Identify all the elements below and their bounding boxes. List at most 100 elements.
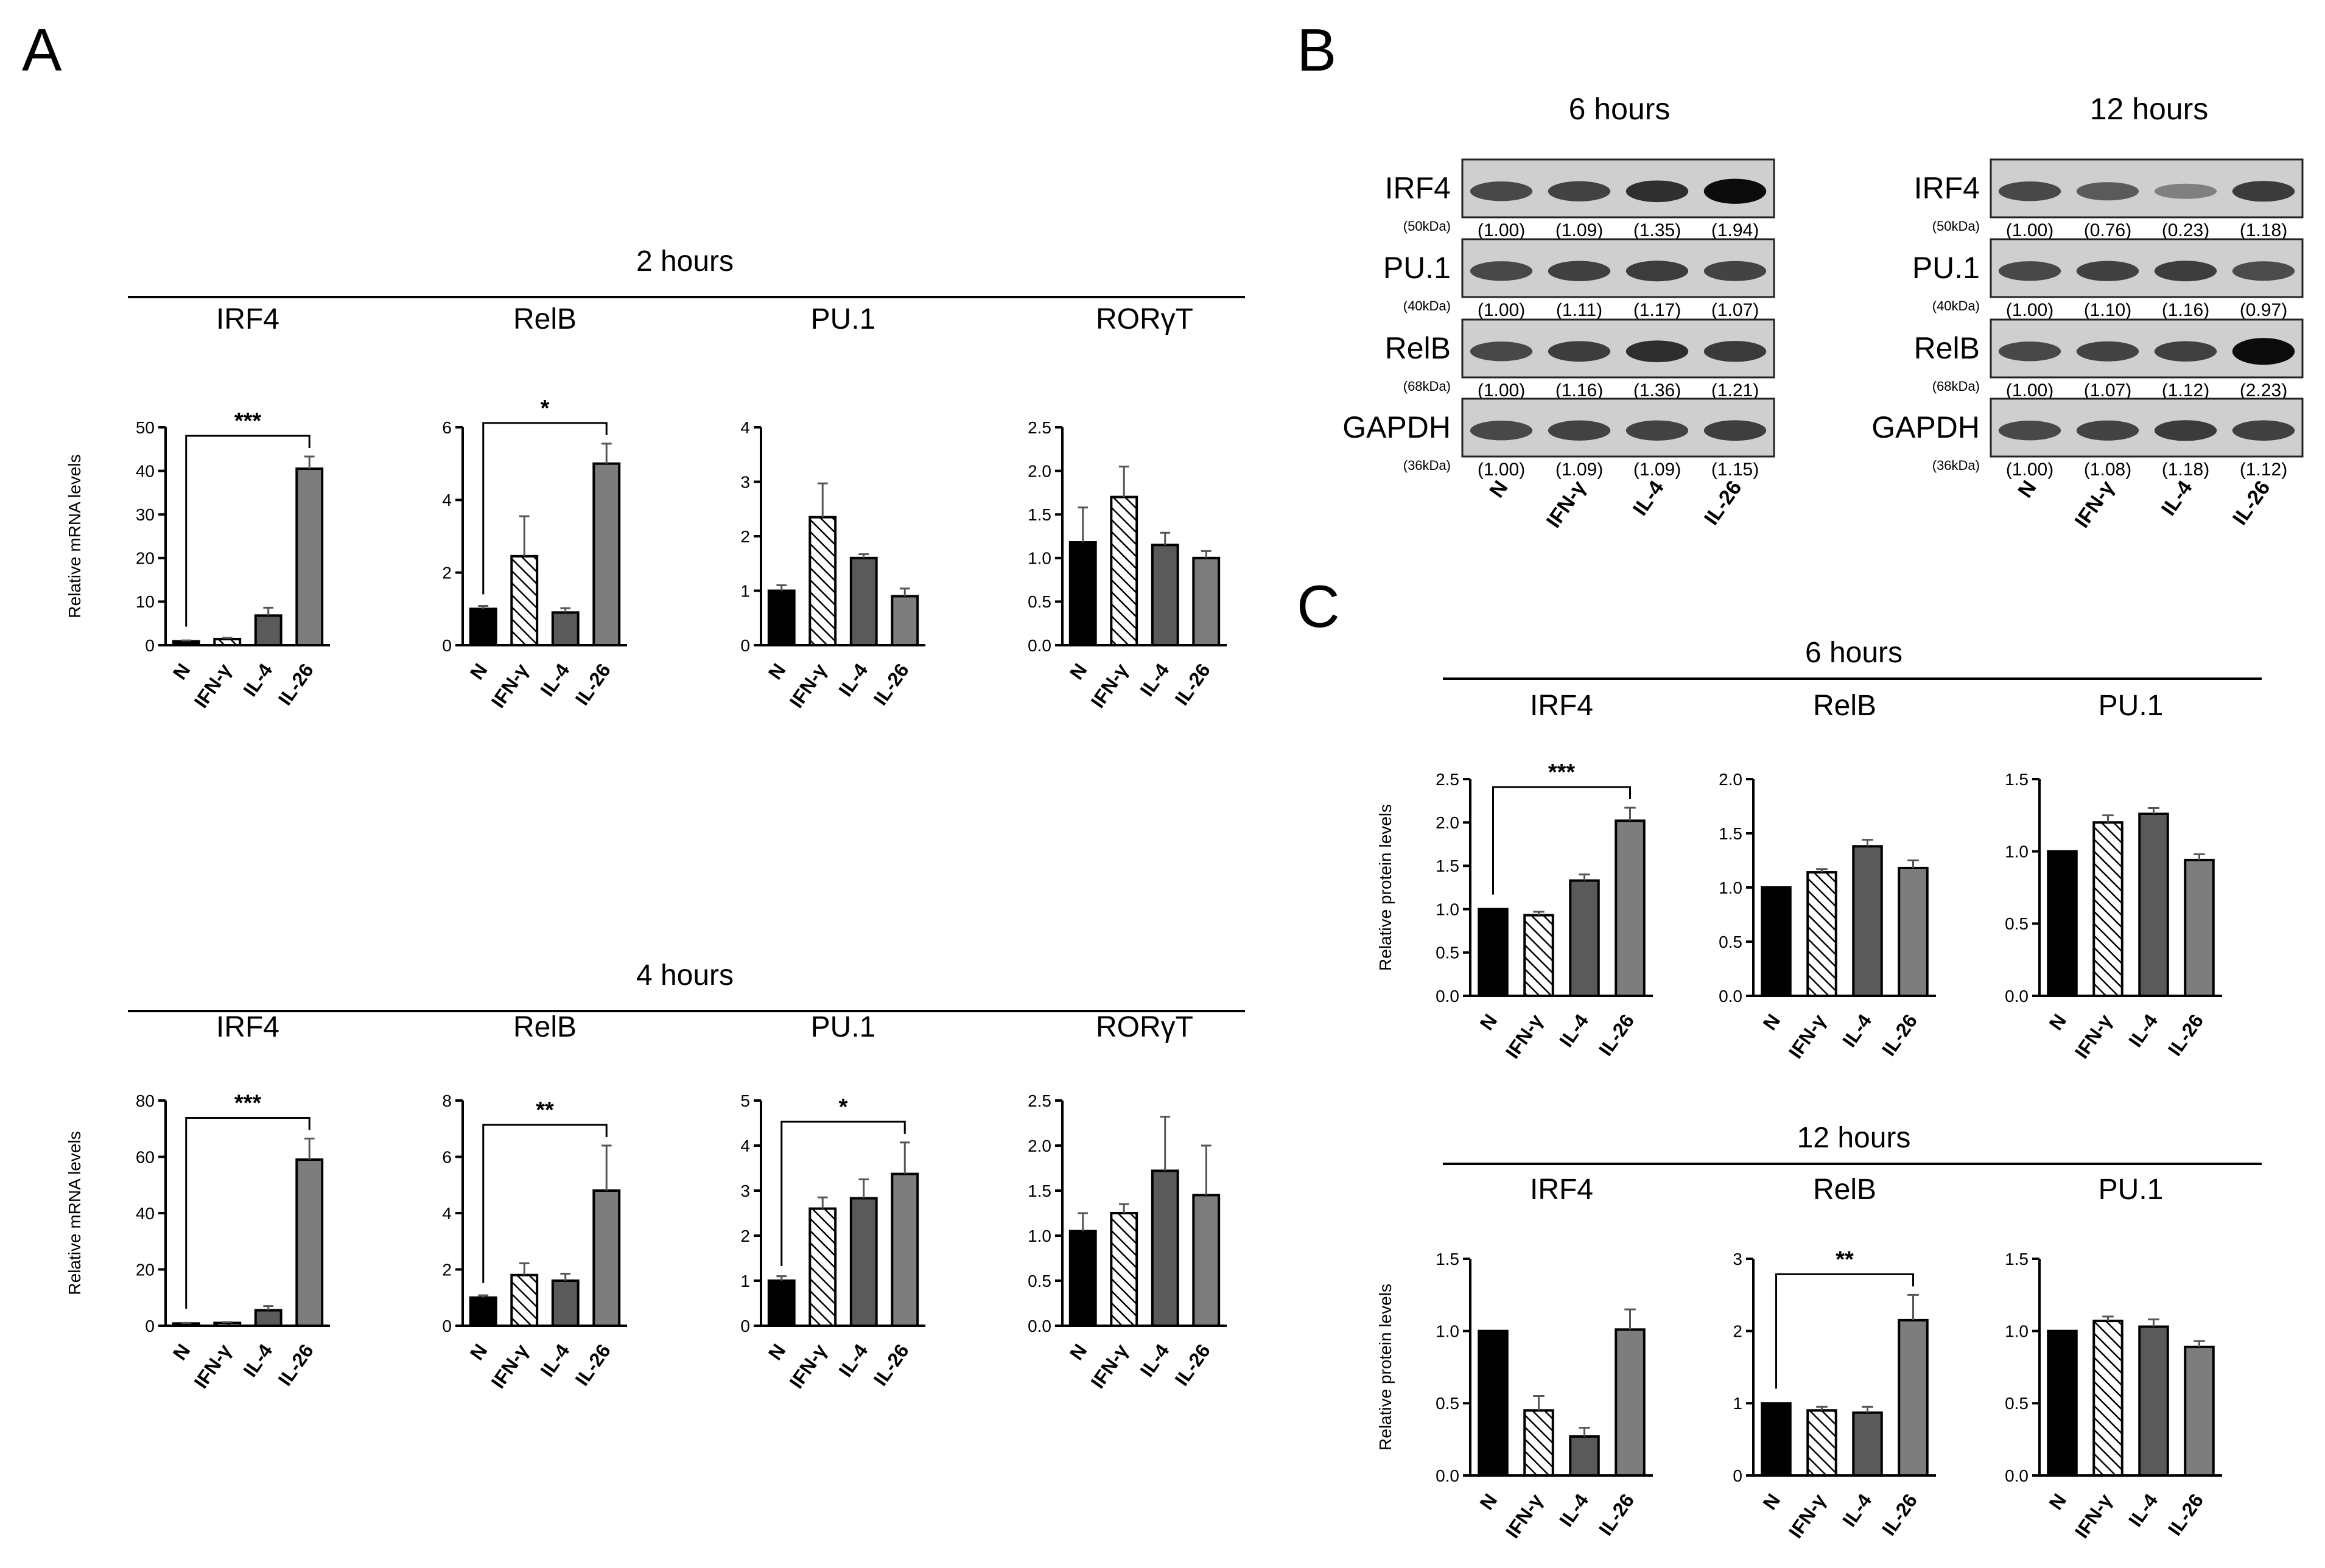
blot-protein-label: RelB bbox=[1385, 331, 1451, 365]
x-tick-label: IFN-γ bbox=[1501, 1010, 1547, 1062]
bar-ifn bbox=[213, 1321, 242, 1327]
y-tick-label: 1 bbox=[740, 581, 750, 600]
significance-stars: * bbox=[839, 1094, 848, 1120]
y-tick-label: 1.5 bbox=[1028, 505, 1051, 524]
y-tick-label: 3 bbox=[1733, 1250, 1742, 1269]
chart-title: RelB bbox=[513, 303, 577, 335]
x-tick-label: IL-4 bbox=[239, 1340, 276, 1381]
x-tick-label: IL-4 bbox=[834, 659, 872, 700]
y-tick-label: 60 bbox=[136, 1147, 155, 1166]
bar-chart: RelB 0.0 0.5 1.0 1.5 2.0 N IFN-γ IL-4 IL-26 bbox=[1719, 690, 1936, 1063]
blot-protein-label: GAPDH bbox=[1342, 410, 1451, 444]
y-tick-label: 1 bbox=[1733, 1394, 1742, 1413]
y-tick-label: 80 bbox=[136, 1091, 155, 1110]
blot-quant-value: (1.15) bbox=[1711, 460, 1759, 480]
chart-title: RelB bbox=[1813, 1174, 1876, 1206]
chart-title: PU.1 bbox=[2099, 690, 2164, 722]
blot-band bbox=[1470, 181, 1533, 201]
x-tick-label: IL-26 bbox=[1878, 1010, 1921, 1060]
blot-kda-label: (40kDa) bbox=[1932, 298, 1980, 313]
blot-lane-label: IL-26 bbox=[2228, 477, 2275, 530]
bar-il4 bbox=[2138, 1325, 2169, 1477]
blot-quant-value: (1.35) bbox=[1633, 220, 1681, 240]
significance-stars: ** bbox=[1836, 1247, 1854, 1272]
x-tick-label: IL-4 bbox=[536, 659, 573, 700]
x-tick-label: IL-4 bbox=[1838, 1010, 1876, 1051]
significance-bracket bbox=[1775, 1273, 1914, 1389]
blot-band bbox=[1998, 421, 2061, 441]
x-tick-label: IL-4 bbox=[1555, 1489, 1593, 1530]
blot-quant-value: (1.94) bbox=[1711, 220, 1759, 240]
blot-quant-value: (1.00) bbox=[2006, 300, 2053, 320]
x-tick-label: N bbox=[1758, 1010, 1784, 1034]
y-tick-label: 0 bbox=[442, 636, 452, 655]
x-tick-label: N bbox=[764, 659, 790, 684]
y-tick-label: 0.0 bbox=[1436, 1466, 1459, 1485]
chart-title: PU.1 bbox=[811, 303, 876, 335]
y-tick-label: 20 bbox=[136, 549, 155, 568]
blot-quant-value: (0.23) bbox=[2162, 220, 2209, 240]
blot-quant-value: (1.18) bbox=[2162, 460, 2209, 480]
x-tick-label: N bbox=[1065, 659, 1092, 684]
y-tick-label: 1.0 bbox=[1028, 549, 1051, 568]
chart-title: IRF4 bbox=[1530, 1174, 1593, 1206]
blot-time-title: 12 hours bbox=[2090, 92, 2209, 126]
significance-bracket bbox=[780, 1121, 906, 1266]
x-tick-label: N bbox=[2044, 1489, 2071, 1514]
bar-n bbox=[469, 1296, 497, 1327]
blot-quant-value: (1.09) bbox=[1555, 220, 1603, 240]
blot-quant-value: (1.00) bbox=[1478, 460, 1525, 480]
blot-band bbox=[2154, 341, 2217, 362]
blot-quant-value: (1.21) bbox=[1711, 380, 1759, 401]
group-title: 6 hours bbox=[1805, 637, 1902, 669]
group-title: 2 hours bbox=[636, 245, 734, 278]
y-tick-label: 2.0 bbox=[1028, 461, 1051, 480]
blot-lane-label: IL-4 bbox=[2157, 477, 2197, 520]
significance-stars: *** bbox=[1548, 760, 1576, 785]
bar-il4 bbox=[254, 1309, 282, 1327]
y-tick-label: 0 bbox=[442, 1317, 452, 1335]
blot-band bbox=[1703, 261, 1767, 281]
y-tick-label: 2.0 bbox=[1719, 770, 1742, 789]
significance-bracket bbox=[185, 1116, 310, 1309]
panel-c-label: C bbox=[1297, 573, 1340, 640]
bar-il26 bbox=[1898, 866, 1929, 997]
y-tick-label: 1.0 bbox=[1028, 1227, 1051, 1245]
x-tick-label: IFN-γ bbox=[1087, 659, 1132, 712]
chart-title: RORγT bbox=[1096, 1011, 1193, 1043]
y-tick-label: 4 bbox=[740, 418, 750, 437]
bar-il26 bbox=[891, 1172, 919, 1327]
chart-title: RORγT bbox=[1096, 303, 1193, 335]
blot-quant-value: (1.17) bbox=[1633, 300, 1681, 320]
bar-ifn bbox=[1523, 1409, 1554, 1477]
bar-ifn bbox=[808, 516, 837, 646]
blot-band bbox=[1470, 341, 1533, 362]
blot-quant-value: (1.00) bbox=[2006, 380, 2053, 401]
blot-quant-value: (1.08) bbox=[2084, 460, 2131, 480]
blot-quant-value: (1.12) bbox=[2162, 380, 2209, 401]
x-tick-label: IFN-γ bbox=[2071, 1010, 2116, 1062]
y-tick-label: 30 bbox=[136, 505, 155, 524]
y-tick-label: 0.0 bbox=[2005, 1466, 2029, 1485]
blot-protein-label: IRF4 bbox=[1914, 171, 1980, 205]
bar-il4 bbox=[1569, 879, 1600, 998]
x-tick-label: IL-4 bbox=[239, 659, 276, 700]
x-tick-label: IL-4 bbox=[1135, 659, 1173, 700]
y-tick-label: 0 bbox=[740, 636, 750, 655]
blot-band bbox=[2076, 261, 2139, 281]
y-tick-label: 0 bbox=[740, 1317, 750, 1335]
x-tick-label: IL-26 bbox=[1171, 1340, 1215, 1390]
bar-il26 bbox=[592, 1189, 621, 1327]
bar-chart: IRF4 0.0 0.5 1.0 1.5 2.0 2.5 N IFN-γ IL-4 IL-26 ***… bbox=[1376, 690, 1653, 1063]
x-tick-label: N bbox=[169, 1340, 195, 1364]
bar-il26 bbox=[1192, 1194, 1221, 1328]
y-tick-label: 1.5 bbox=[2005, 1250, 2029, 1269]
y-tick-label: 6 bbox=[442, 418, 452, 437]
y-tick-label: 3 bbox=[740, 472, 750, 491]
blot-quant-value: (1.11) bbox=[1556, 300, 1602, 320]
